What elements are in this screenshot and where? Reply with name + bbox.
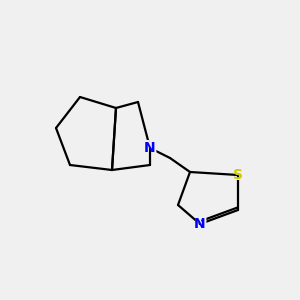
Text: N: N	[193, 215, 207, 233]
Text: N: N	[144, 141, 156, 155]
Text: S: S	[232, 166, 244, 184]
Text: N: N	[143, 139, 157, 157]
Text: S: S	[233, 168, 243, 182]
Text: N: N	[194, 217, 206, 231]
